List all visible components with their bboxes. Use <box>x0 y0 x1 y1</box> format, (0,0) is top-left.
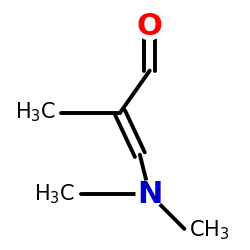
Text: N: N <box>137 180 162 209</box>
Text: H$_3$C: H$_3$C <box>34 182 76 206</box>
Text: O: O <box>137 12 163 40</box>
Circle shape <box>136 12 163 40</box>
Circle shape <box>136 180 163 208</box>
Text: H$_3$C: H$_3$C <box>14 101 56 124</box>
Text: CH$_3$: CH$_3$ <box>189 218 230 242</box>
